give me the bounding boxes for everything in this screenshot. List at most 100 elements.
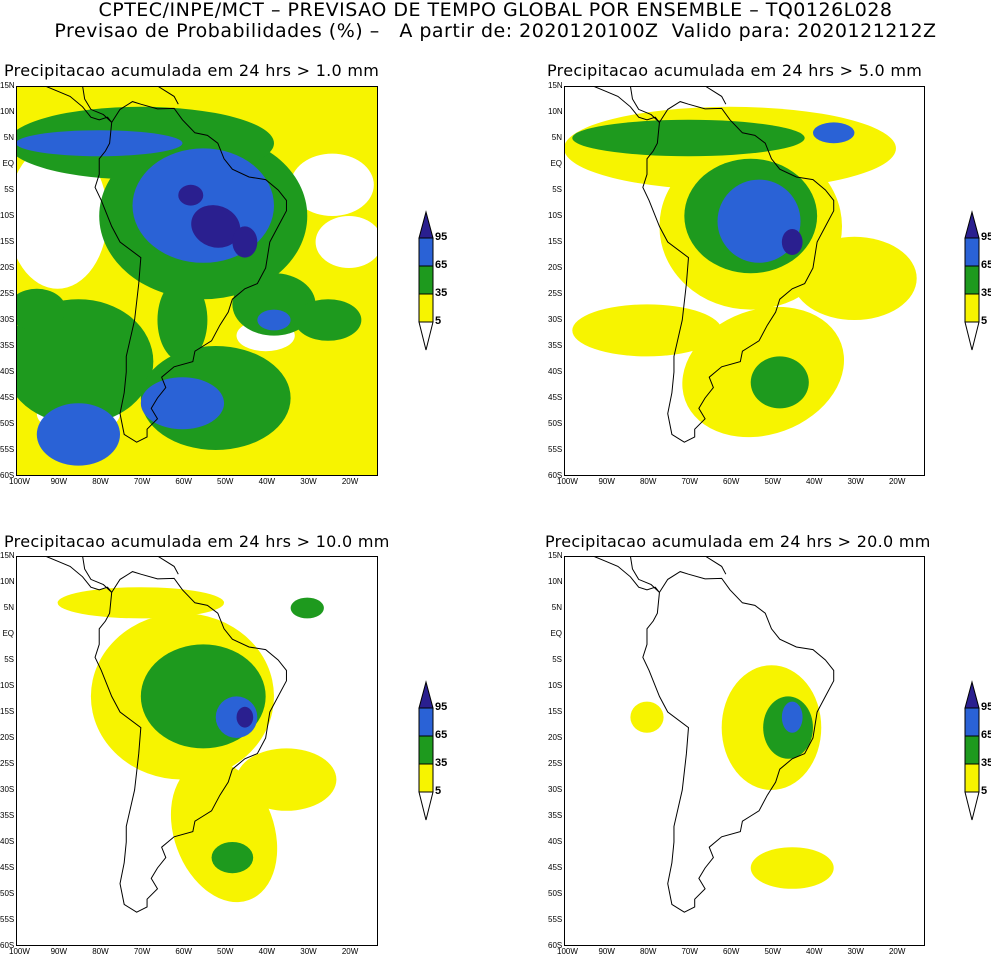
- coastline: [157, 86, 179, 105]
- lon-tick-label: 80W: [639, 947, 657, 956]
- coastline: [642, 101, 835, 443]
- lat-tick-label: 20S: [0, 733, 15, 742]
- colorbar-segment: [964, 707, 980, 737]
- lon-tick-label: 60W: [722, 947, 740, 956]
- lat-tick-label: EQ: [550, 629, 562, 638]
- colorbar-label: 95: [981, 231, 991, 243]
- dry-area: [315, 216, 378, 268]
- coastline: [704, 556, 727, 575]
- colorbar-label: 65: [981, 259, 991, 271]
- lat-tick-label: 25S: [0, 759, 15, 768]
- colorbar-5mm: 95 65 35 5: [963, 210, 991, 355]
- lon-tick-label: 60W: [722, 477, 740, 486]
- prob-area: [750, 847, 834, 889]
- lat-tick-label: 55S: [0, 915, 15, 924]
- prob-area: [57, 587, 225, 619]
- lat-tick-label: 25S: [0, 289, 15, 298]
- lon-tick-label: 30W: [847, 947, 864, 956]
- colorbar-label: 35: [981, 287, 991, 299]
- lat-tick-label: 15N: [548, 551, 563, 560]
- colorbar-label: 35: [435, 287, 448, 299]
- colorbar-segment: [964, 210, 980, 239]
- prob-area: [16, 130, 183, 157]
- prob-area: [215, 696, 258, 738]
- precip-probability-map: [564, 556, 925, 946]
- colorbar-segment: [418, 680, 434, 709]
- panel-title-1mm: Precipitacao acumulada em 24 hrs > 1.0 m…: [4, 61, 380, 80]
- colorbar-label: 35: [981, 757, 991, 769]
- colorbar-segment: [964, 321, 980, 351]
- lat-tick-label: 35S: [548, 811, 563, 820]
- colorbar-label: 65: [981, 729, 991, 741]
- lat-tick-label: 20S: [0, 263, 15, 272]
- panel-title-5mm: Precipitacao acumulada em 24 hrs > 5.0 m…: [547, 61, 923, 80]
- colorbar-segment: [964, 293, 980, 323]
- lat-tick-label: 5S: [4, 185, 14, 194]
- prob-area: [140, 377, 225, 430]
- prob-area: [191, 205, 241, 248]
- lat-tick-label: 30S: [0, 315, 15, 324]
- map-panel-1mm: [16, 86, 378, 476]
- dry-area: [290, 153, 374, 216]
- lat-tick-label: 45S: [0, 393, 15, 402]
- panel-title-10mm: Precipitacao acumulada em 24 hrs > 10.0 …: [4, 532, 390, 551]
- prob-area: [236, 748, 337, 811]
- main-subtitle: Previsao de Probabilidades (%) – A parti…: [54, 20, 937, 42]
- prob-area: [16, 299, 154, 424]
- panel-title-20mm: Precipitacao acumulada em 24 hrs > 20.0 …: [545, 532, 931, 551]
- lat-tick-label: 30S: [0, 785, 15, 794]
- coastline: [642, 571, 835, 913]
- colorbar-segment: [418, 707, 434, 737]
- lat-tick-label: 55S: [548, 445, 563, 454]
- lat-tick-label: 15N: [548, 81, 563, 90]
- coastline: [16, 556, 113, 593]
- coastline: [94, 571, 287, 913]
- lat-tick-label: 5S: [4, 655, 14, 664]
- colorbar-segment: [418, 293, 434, 323]
- lat-tick-label: 45S: [0, 863, 15, 872]
- prob-area: [236, 706, 254, 728]
- map-panel-5mm: [564, 86, 925, 476]
- lat-tick-label: 60S: [548, 471, 563, 480]
- lat-tick-label: 15S: [0, 237, 15, 246]
- map-frame: [16, 556, 378, 946]
- colorbar-label: 95: [435, 231, 448, 243]
- colorbar-label: 5: [981, 315, 988, 327]
- lat-tick-label: 25S: [548, 289, 563, 298]
- lat-tick-label: 15S: [0, 707, 15, 716]
- colorbar-graphic: [418, 210, 434, 351]
- lon-tick-label: 20W: [341, 477, 359, 486]
- prob-area: [572, 304, 722, 357]
- lon-tick-label: 100W: [9, 947, 30, 956]
- lat-tick-label: 20S: [548, 263, 563, 272]
- lon-tick-label: 50W: [217, 477, 234, 486]
- map-frame: [16, 86, 378, 476]
- lon-tick-label: 40W: [258, 477, 276, 486]
- lat-tick-label: 10N: [0, 577, 15, 586]
- lon-tick-label: 80W: [639, 477, 657, 486]
- lon-tick-label: 90W: [50, 477, 68, 486]
- lon-tick-label: 90W: [598, 477, 615, 486]
- lon-tick-label: 60W: [175, 477, 192, 486]
- lon-tick-label: 20W: [341, 947, 359, 956]
- lat-tick-label: 15N: [0, 551, 15, 560]
- lon-tick-label: 100W: [9, 477, 30, 486]
- colorbar-segment: [418, 237, 434, 267]
- prob-area: [16, 288, 66, 331]
- lon-tick-label: 100W: [557, 947, 578, 956]
- prob-area: [290, 597, 324, 619]
- map-panel-20mm: [564, 556, 925, 946]
- colorbar-segment: [964, 735, 980, 765]
- prob-area: [257, 309, 291, 331]
- colorbar-segment: [964, 265, 980, 295]
- lon-tick-label: 70W: [681, 947, 698, 956]
- colorbar-segment: [964, 791, 980, 821]
- colorbar-label: 35: [435, 757, 448, 769]
- lat-tick-label: 50S: [548, 889, 563, 898]
- lat-tick-label: 60S: [0, 471, 15, 480]
- lon-tick-label: 50W: [764, 477, 781, 486]
- colorbar-segment: [418, 210, 434, 239]
- lat-tick-label: 30S: [548, 315, 563, 324]
- lat-tick-label: 10N: [0, 107, 15, 116]
- colorbar-segment: [964, 763, 980, 793]
